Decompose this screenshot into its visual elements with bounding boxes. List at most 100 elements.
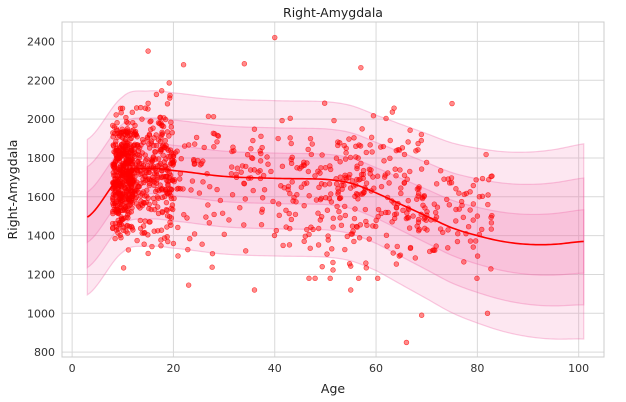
data-point (117, 219, 124, 226)
data-point (393, 261, 400, 267)
data-point (390, 250, 396, 256)
data-point (401, 180, 407, 186)
data-point (369, 149, 375, 155)
data-point (161, 159, 167, 165)
data-point (133, 131, 139, 137)
data-point (129, 199, 136, 206)
data-point (454, 238, 461, 245)
data-point (175, 224, 181, 231)
data-point (258, 133, 264, 140)
data-point (261, 187, 268, 193)
data-point (259, 209, 265, 215)
data-point (185, 142, 192, 148)
data-point (175, 253, 181, 259)
data-point (251, 126, 258, 132)
data-point (128, 223, 135, 230)
data-point (181, 143, 188, 149)
data-point (406, 225, 413, 231)
data-point (115, 130, 121, 137)
data-point (167, 153, 174, 159)
data-point (145, 250, 151, 257)
data-point (418, 137, 425, 144)
data-point (120, 265, 127, 271)
data-point (159, 129, 165, 136)
data-point (337, 195, 344, 201)
data-point (120, 129, 126, 135)
data-point (410, 213, 416, 219)
data-point (171, 158, 177, 165)
data-point (348, 287, 354, 293)
data-point (342, 174, 349, 181)
data-point (214, 139, 220, 145)
data-point (391, 105, 397, 111)
data-point (316, 184, 322, 190)
data-point (338, 182, 345, 188)
plot-frame (61, 21, 605, 358)
data-point (229, 148, 235, 155)
data-point (288, 156, 294, 163)
data-point (363, 149, 370, 156)
data-point (112, 220, 119, 227)
data-point (305, 146, 311, 153)
data-point (288, 216, 295, 223)
data-point (287, 115, 293, 121)
data-point (370, 113, 377, 119)
data-point (329, 246, 335, 252)
data-point (139, 150, 145, 156)
data-point (113, 227, 120, 233)
data-point (330, 259, 336, 266)
data-point (308, 224, 314, 230)
data-point (479, 175, 486, 182)
data-point (467, 189, 473, 195)
data-point (358, 160, 364, 167)
data-point (334, 203, 340, 210)
y-tick-label: 1000 (27, 307, 55, 320)
data-point (175, 185, 182, 192)
data-point (325, 237, 331, 243)
data-point (328, 199, 335, 205)
data-point (488, 266, 494, 272)
confidence-band-1 (86, 90, 585, 340)
data-point (146, 169, 152, 176)
data-point (209, 264, 215, 270)
data-point (432, 247, 438, 254)
data-point (248, 146, 254, 152)
data-point (488, 226, 495, 232)
data-point (158, 120, 164, 126)
data-point (157, 114, 163, 121)
data-point (485, 201, 491, 208)
data-point (137, 171, 143, 178)
data-point (364, 222, 370, 228)
data-point (324, 207, 331, 213)
data-point (382, 172, 388, 178)
data-point (474, 213, 481, 219)
data-point (167, 92, 173, 99)
data-point (309, 141, 315, 147)
data-point (360, 191, 366, 197)
data-point (318, 195, 325, 201)
data-point (131, 149, 138, 155)
data-point (228, 164, 235, 170)
data-point (152, 149, 159, 155)
data-point (301, 238, 307, 245)
data-point (342, 203, 348, 210)
data-point (383, 232, 390, 239)
data-point (330, 267, 336, 273)
data-point (305, 168, 312, 175)
data-point (207, 183, 213, 190)
data-point (298, 184, 305, 190)
data-point (304, 226, 310, 233)
data-point (151, 206, 158, 213)
data-point (112, 141, 119, 148)
data-point (139, 230, 145, 236)
data-point (352, 193, 358, 199)
data-point (170, 153, 177, 159)
data-point (164, 101, 171, 107)
data-point (351, 238, 357, 245)
data-point (200, 158, 206, 164)
data-point (113, 207, 119, 214)
data-point (488, 173, 494, 180)
data-point (241, 61, 248, 67)
data-point (199, 241, 205, 247)
data-point (119, 105, 126, 111)
